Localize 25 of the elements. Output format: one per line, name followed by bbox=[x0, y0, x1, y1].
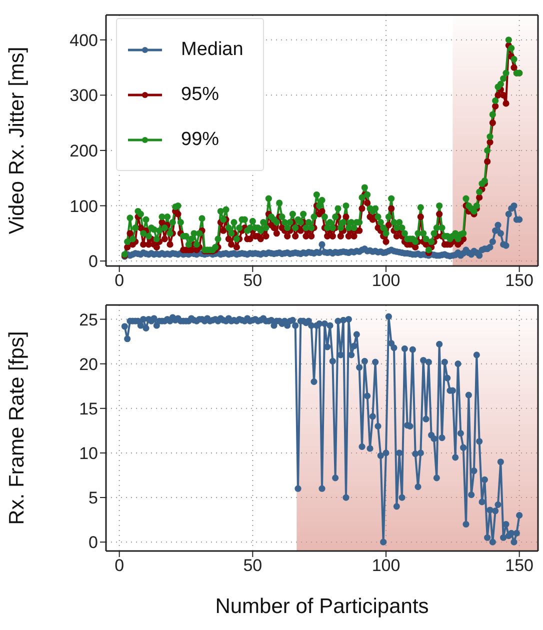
x-tick-label: 100 bbox=[372, 271, 400, 290]
y-tick-label: 300 bbox=[70, 86, 98, 106]
y-tick-label: 25 bbox=[79, 310, 98, 330]
y-tick-label: 10 bbox=[79, 444, 98, 463]
legend-label: 99% bbox=[181, 128, 220, 150]
legend-label: Median bbox=[181, 38, 244, 60]
y-tick-label: 400 bbox=[70, 30, 98, 50]
x-tick-label: 100 bbox=[372, 556, 400, 576]
y-tick-label: 20 bbox=[79, 354, 98, 374]
y-tick-label: 0 bbox=[88, 533, 98, 552]
x-tick-label: 0 bbox=[114, 271, 124, 290]
y-tick-label: 5 bbox=[88, 488, 98, 508]
y-axis-title: Video Rx. Jitter [ms] bbox=[5, 46, 28, 234]
x-tick-label: 0 bbox=[114, 556, 124, 576]
y-axis-title: Rx. Frame Rate [fps] bbox=[5, 331, 28, 525]
x-tick-label: 150 bbox=[505, 556, 534, 576]
x-tick-label: 150 bbox=[505, 271, 534, 290]
x-tick-label: 50 bbox=[243, 271, 262, 290]
y-tick-label: 100 bbox=[70, 196, 98, 216]
legend-label: 95% bbox=[181, 84, 220, 106]
y-tick-label: 15 bbox=[79, 399, 98, 418]
x-axis-title: Number of Participants bbox=[215, 595, 429, 618]
y-tick-label: 200 bbox=[70, 141, 98, 160]
x-tick-label: 50 bbox=[243, 556, 262, 576]
y-tick-label: 0 bbox=[88, 252, 98, 272]
